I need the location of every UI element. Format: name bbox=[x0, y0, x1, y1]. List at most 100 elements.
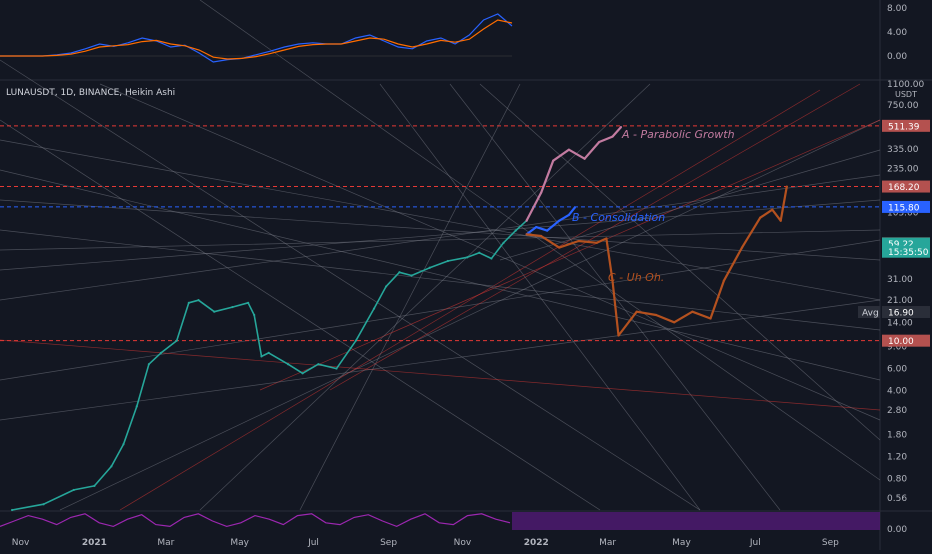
price-tag bbox=[882, 334, 930, 347]
data-point bbox=[231, 305, 234, 309]
data-point bbox=[478, 251, 481, 254]
data-point bbox=[502, 241, 505, 244]
price-tag-label: 168.20 bbox=[888, 183, 920, 193]
y-tick-label: 31.00 bbox=[887, 275, 913, 285]
data-point bbox=[573, 206, 577, 209]
data-point bbox=[740, 246, 744, 249]
trend-line bbox=[0, 59, 701, 511]
data-point bbox=[779, 219, 782, 222]
data-point bbox=[635, 310, 638, 313]
x-tick-label: Mar bbox=[157, 538, 174, 548]
data-point bbox=[490, 257, 493, 260]
trend-line bbox=[379, 83, 701, 511]
trend-line bbox=[199, 83, 651, 511]
data-point bbox=[552, 159, 555, 162]
trend-line bbox=[199, 0, 881, 481]
data-point bbox=[93, 484, 96, 487]
data-point bbox=[577, 239, 580, 243]
price-tag bbox=[882, 245, 930, 258]
symbol-legend[interactable]: LUNAUSDT, 1D, BINANCE, Heikin Ashi bbox=[6, 88, 176, 98]
annotation-0: A - Parabolic Growth bbox=[621, 128, 735, 141]
avg-label: Avg bbox=[862, 309, 879, 319]
data-point bbox=[267, 351, 270, 354]
data-point bbox=[253, 313, 256, 317]
y-tick-label: 335.00 bbox=[887, 145, 919, 155]
data-point bbox=[759, 216, 762, 219]
x-tick-label: Jul bbox=[307, 538, 319, 548]
data-point bbox=[110, 465, 113, 468]
trend-line bbox=[259, 119, 881, 391]
trend-line bbox=[0, 299, 881, 421]
axis-unit-label: USDT bbox=[895, 90, 917, 99]
data-point bbox=[159, 351, 163, 354]
data-point bbox=[317, 363, 320, 366]
y-tick-label: 14.00 bbox=[887, 318, 913, 328]
data-point bbox=[535, 226, 538, 229]
y-tick-label: 0.56 bbox=[887, 494, 907, 504]
series-line-1 bbox=[525, 126, 622, 222]
data-point bbox=[611, 279, 614, 282]
data-point bbox=[539, 191, 543, 194]
trend-line bbox=[0, 139, 881, 301]
trend-line bbox=[119, 89, 821, 511]
price-tag-label: 10.00 bbox=[888, 337, 914, 347]
data-point bbox=[286, 363, 290, 366]
data-point bbox=[354, 339, 357, 342]
trend-line bbox=[329, 83, 861, 391]
data-point bbox=[567, 213, 571, 217]
price-tag bbox=[882, 200, 930, 213]
data-point bbox=[335, 367, 338, 370]
macd-line-1 bbox=[0, 19, 513, 60]
data-point bbox=[175, 339, 178, 342]
annotation-1: B - Consolidation bbox=[572, 211, 665, 224]
macd-y-tick: 4.00 bbox=[887, 28, 907, 38]
data-point bbox=[260, 355, 263, 358]
data-point bbox=[11, 508, 14, 512]
y-tick-label: 2.80 bbox=[887, 406, 907, 416]
y-tick-label: 1.20 bbox=[887, 452, 907, 462]
trend-line bbox=[0, 339, 881, 411]
y-tick-label: 1100.00 bbox=[887, 80, 924, 90]
y-tick-label: 235.00 bbox=[887, 164, 919, 174]
data-point bbox=[673, 321, 676, 324]
data-point bbox=[558, 246, 561, 249]
data-point bbox=[466, 256, 469, 259]
trend-line bbox=[0, 174, 881, 301]
data-point bbox=[372, 307, 376, 310]
price-tag bbox=[882, 119, 930, 132]
trend-line bbox=[59, 119, 881, 511]
trend-line bbox=[0, 169, 881, 381]
data-point bbox=[398, 271, 401, 274]
data-point bbox=[410, 274, 413, 277]
data-point bbox=[147, 363, 150, 366]
trend-line bbox=[0, 199, 881, 261]
data-point bbox=[247, 301, 250, 304]
trend-line bbox=[479, 83, 881, 441]
x-tick-label: May bbox=[672, 538, 691, 548]
price-tag bbox=[882, 306, 930, 319]
data-point bbox=[785, 185, 788, 188]
y-tick-label: 4.00 bbox=[887, 387, 907, 397]
price-tag-label: 16.90 bbox=[888, 309, 914, 319]
data-point bbox=[187, 301, 190, 304]
x-tick-label: Jul bbox=[749, 538, 761, 548]
series-line-2 bbox=[525, 206, 576, 236]
trend-line bbox=[0, 119, 601, 511]
data-point bbox=[525, 219, 528, 222]
trend-line bbox=[0, 229, 881, 331]
x-tick-label: Sep bbox=[822, 538, 839, 548]
trend-line bbox=[0, 199, 881, 271]
data-point bbox=[72, 488, 75, 492]
stoch-line bbox=[0, 513, 511, 528]
data-point bbox=[42, 503, 45, 506]
trend-line bbox=[99, 83, 881, 421]
trend-line bbox=[0, 229, 881, 251]
y-tick-label: 21.00 bbox=[887, 296, 913, 306]
x-tick-label: Sep bbox=[380, 538, 397, 548]
data-point bbox=[385, 285, 388, 288]
macd-line-0 bbox=[0, 13, 513, 63]
data-point bbox=[619, 125, 623, 129]
data-point bbox=[722, 279, 725, 282]
y-tick-label: 0.80 bbox=[887, 475, 907, 485]
